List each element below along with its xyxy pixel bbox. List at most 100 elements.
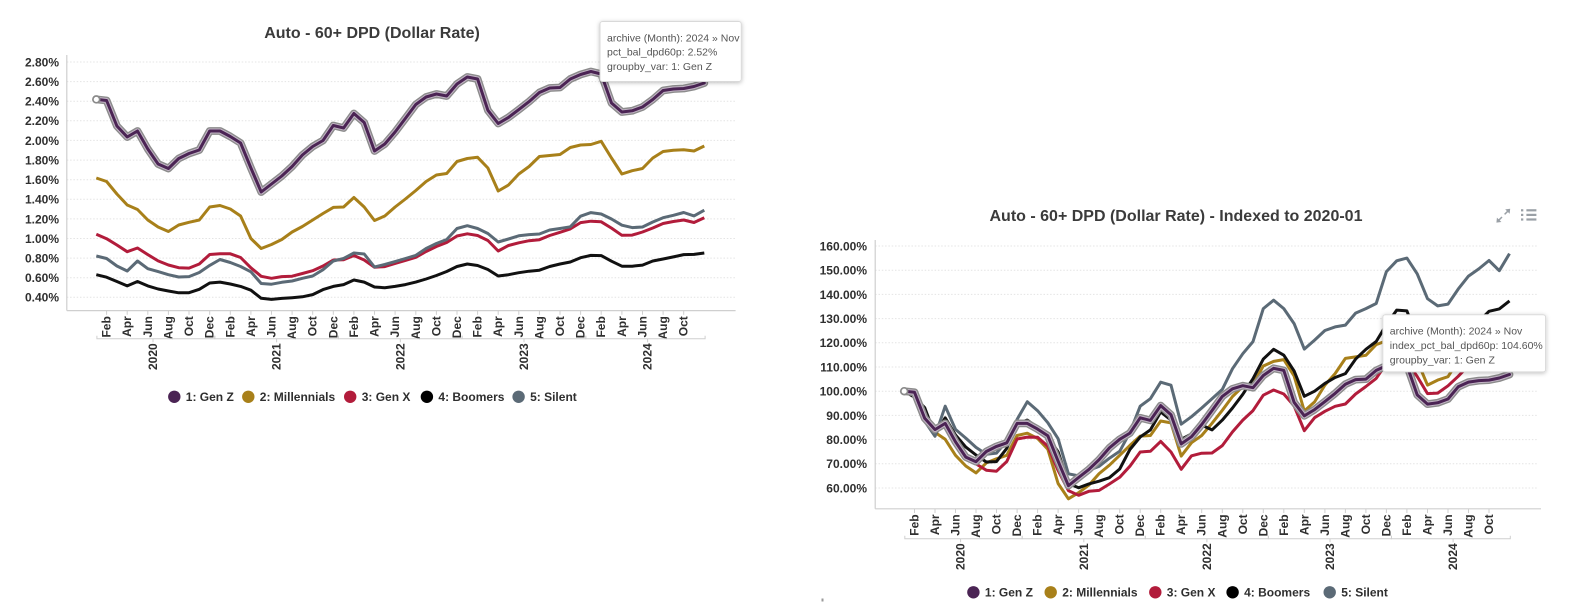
- svg-text:Oct: Oct: [677, 316, 691, 336]
- svg-text:Aug: Aug: [1338, 514, 1352, 537]
- svg-text:2.00%: 2.00%: [25, 134, 59, 148]
- svg-text:3: Gen X: 3: Gen X: [362, 390, 411, 404]
- svg-text:1: Gen Z: 1: Gen Z: [186, 390, 234, 404]
- svg-text:2.60%: 2.60%: [25, 75, 59, 89]
- svg-text:Auto - 60+ DPD (Dollar Rate) -: Auto - 60+ DPD (Dollar Rate) - Indexed t…: [990, 208, 1363, 225]
- svg-text:Apr: Apr: [1174, 514, 1188, 535]
- svg-text:4: Boomers: 4: Boomers: [1244, 586, 1310, 600]
- svg-text:Oct: Oct: [553, 316, 567, 336]
- svg-text:Aug: Aug: [656, 316, 670, 339]
- svg-text:Feb: Feb: [1031, 514, 1045, 535]
- svg-text:Apr: Apr: [1421, 514, 1435, 535]
- svg-text:Apr: Apr: [491, 316, 505, 337]
- svg-text:150.00%: 150.00%: [820, 264, 868, 278]
- svg-text:90.00%: 90.00%: [826, 409, 867, 423]
- svg-text:Jun: Jun: [949, 514, 963, 535]
- svg-text:80.00%: 80.00%: [826, 433, 867, 447]
- svg-text:2021: 2021: [1077, 543, 1091, 570]
- svg-text:Dec: Dec: [574, 316, 588, 338]
- svg-text:Aug: Aug: [969, 514, 983, 537]
- svg-text:Jun: Jun: [1195, 514, 1209, 535]
- svg-text:1.80%: 1.80%: [25, 154, 59, 168]
- svg-text:1.20%: 1.20%: [25, 212, 59, 226]
- svg-text:Oct: Oct: [1482, 514, 1496, 534]
- svg-text:Jun: Jun: [265, 316, 279, 337]
- svg-text:Feb: Feb: [100, 316, 114, 337]
- svg-text:Feb: Feb: [908, 514, 922, 535]
- svg-text:Oct: Oct: [429, 316, 443, 336]
- svg-text:Auto - 60+ DPD (Dollar Rate): Auto - 60+ DPD (Dollar Rate): [264, 25, 480, 42]
- svg-text:4: Boomers: 4: Boomers: [438, 390, 504, 404]
- svg-text:160.00%: 160.00%: [820, 239, 868, 253]
- svg-text:Jun: Jun: [636, 316, 650, 337]
- svg-text:100.00%: 100.00%: [820, 385, 868, 399]
- svg-text:Oct: Oct: [1359, 514, 1373, 534]
- svg-text:Feb: Feb: [223, 316, 237, 337]
- svg-text:2022: 2022: [393, 343, 407, 370]
- svg-text:2024: 2024: [1446, 543, 1460, 570]
- svg-text:Apr: Apr: [615, 316, 629, 337]
- svg-text:Aug: Aug: [285, 316, 299, 339]
- svg-text:Jun: Jun: [388, 316, 402, 337]
- svg-text:Jun: Jun: [512, 316, 526, 337]
- svg-text:Feb: Feb: [1154, 514, 1168, 535]
- svg-text:Dec: Dec: [326, 316, 340, 338]
- svg-text:Apr: Apr: [244, 316, 258, 337]
- svg-text:2023: 2023: [1323, 543, 1337, 570]
- svg-text:140.00%: 140.00%: [820, 288, 868, 302]
- svg-text:2: Millennials: 2: Millennials: [1062, 586, 1138, 600]
- svg-text:Dec: Dec: [1010, 514, 1024, 536]
- svg-text:120.00%: 120.00%: [820, 336, 868, 350]
- svg-text:Aug: Aug: [1462, 514, 1476, 537]
- svg-text:1.00%: 1.00%: [25, 232, 59, 246]
- svg-text:2.40%: 2.40%: [25, 95, 59, 109]
- svg-text:groupby_var: 1: Gen Z: groupby_var: 1: Gen Z: [607, 61, 713, 73]
- svg-text:110.00%: 110.00%: [820, 360, 867, 374]
- svg-text:archive (Month): 2024 » Nov: archive (Month): 2024 » Nov: [1390, 326, 1523, 338]
- svg-text:0.80%: 0.80%: [25, 252, 59, 266]
- svg-text:0.40%: 0.40%: [25, 291, 59, 305]
- svg-text:Feb: Feb: [1277, 514, 1291, 535]
- svg-text:1: Gen Z: 1: Gen Z: [985, 586, 1033, 600]
- svg-text:Jun: Jun: [1441, 514, 1455, 535]
- svg-text:Dec: Dec: [203, 316, 217, 338]
- svg-text:2022: 2022: [1200, 543, 1214, 570]
- svg-text:130.00%: 130.00%: [820, 312, 868, 326]
- svg-text:Apr: Apr: [1051, 514, 1065, 535]
- svg-text:Oct: Oct: [306, 316, 320, 336]
- svg-text:Jun: Jun: [1318, 514, 1332, 535]
- svg-text:Aug: Aug: [532, 316, 546, 339]
- svg-text:2.80%: 2.80%: [25, 55, 59, 69]
- svg-text:pct_bal_dpd60p: 2.52%: pct_bal_dpd60p: 2.52%: [607, 47, 717, 59]
- svg-text:1.60%: 1.60%: [25, 173, 59, 187]
- svg-text:Aug: Aug: [409, 316, 423, 339]
- svg-text:Feb: Feb: [347, 316, 361, 337]
- svg-text:Jun: Jun: [1072, 514, 1086, 535]
- svg-text:Jun: Jun: [141, 316, 155, 337]
- svg-text:1.40%: 1.40%: [25, 193, 59, 207]
- svg-text:Feb: Feb: [1400, 514, 1414, 535]
- svg-text:60.00%: 60.00%: [826, 481, 867, 495]
- svg-text:Oct: Oct: [1113, 514, 1127, 534]
- svg-text:2020: 2020: [954, 543, 968, 570]
- svg-text:archive (Month): 2024 » Nov: archive (Month): 2024 » Nov: [607, 32, 740, 44]
- svg-text:Dec: Dec: [450, 316, 464, 338]
- svg-text:Apr: Apr: [1297, 514, 1311, 535]
- svg-text:Apr: Apr: [368, 316, 382, 337]
- svg-text:Apr: Apr: [928, 514, 942, 535]
- svg-text:Dec: Dec: [1133, 514, 1147, 536]
- svg-text:Oct: Oct: [182, 316, 196, 336]
- svg-text:Feb: Feb: [471, 316, 485, 337]
- svg-text:70.00%: 70.00%: [826, 457, 867, 471]
- svg-text:3: Gen X: 3: Gen X: [1167, 586, 1216, 600]
- svg-text:2.20%: 2.20%: [25, 114, 59, 128]
- svg-text:2020: 2020: [146, 343, 160, 370]
- svg-text:Dec: Dec: [1379, 514, 1393, 536]
- svg-text:Aug: Aug: [1092, 514, 1106, 537]
- svg-text:Aug: Aug: [1215, 514, 1229, 537]
- svg-text:2021: 2021: [270, 343, 284, 370]
- svg-text:Feb: Feb: [594, 316, 608, 337]
- svg-text:2: Millennials: 2: Millennials: [260, 390, 336, 404]
- svg-text:Apr: Apr: [120, 316, 134, 337]
- svg-text:Oct: Oct: [990, 514, 1004, 534]
